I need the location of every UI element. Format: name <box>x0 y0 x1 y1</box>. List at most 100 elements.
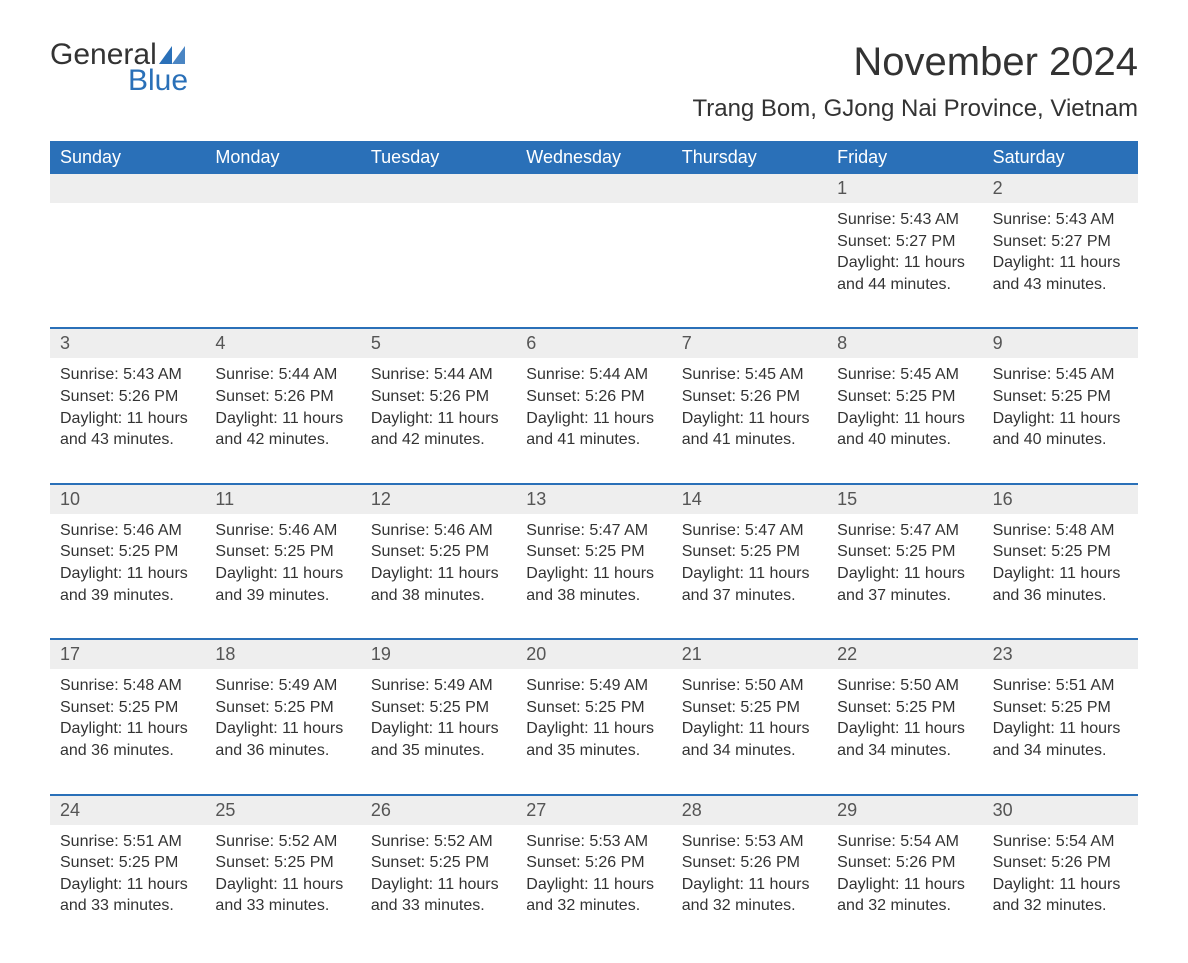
day-details: Sunrise: 5:47 AMSunset: 5:25 PMDaylight:… <box>672 514 827 606</box>
day-cell: 29Sunrise: 5:54 AMSunset: 5:26 PMDayligh… <box>827 796 982 923</box>
day-daylight1: Daylight: 11 hours <box>993 874 1128 896</box>
weekday-header: Friday <box>827 141 982 174</box>
day-cell: 14Sunrise: 5:47 AMSunset: 5:25 PMDayligh… <box>672 485 827 612</box>
day-sunrise: Sunrise: 5:44 AM <box>371 364 506 386</box>
day-cell: 17Sunrise: 5:48 AMSunset: 5:25 PMDayligh… <box>50 640 205 767</box>
day-number: 9 <box>983 329 1138 358</box>
day-sunrise: Sunrise: 5:54 AM <box>837 831 972 853</box>
day-cell: 15Sunrise: 5:47 AMSunset: 5:25 PMDayligh… <box>827 485 982 612</box>
day-details: Sunrise: 5:44 AMSunset: 5:26 PMDaylight:… <box>361 358 516 450</box>
day-details: Sunrise: 5:43 AMSunset: 5:26 PMDaylight:… <box>50 358 205 450</box>
day-daylight1: Daylight: 11 hours <box>837 718 972 740</box>
day-daylight1: Daylight: 11 hours <box>837 252 972 274</box>
day-daylight2: and 32 minutes. <box>993 895 1128 917</box>
page-header: General Blue November 2024 Trang Bom, GJ… <box>50 40 1138 123</box>
day-cell: 19Sunrise: 5:49 AMSunset: 5:25 PMDayligh… <box>361 640 516 767</box>
logo-text-blue: Blue <box>128 66 188 96</box>
day-daylight1: Daylight: 11 hours <box>993 563 1128 585</box>
day-number: 13 <box>516 485 671 514</box>
day-daylight2: and 34 minutes. <box>837 740 972 762</box>
day-cell: . <box>50 174 205 301</box>
day-sunset: Sunset: 5:25 PM <box>526 541 661 563</box>
weekday-header-row: SundayMondayTuesdayWednesdayThursdayFrid… <box>50 141 1138 174</box>
day-sunset: Sunset: 5:25 PM <box>993 541 1128 563</box>
day-number: 27 <box>516 796 671 825</box>
day-details: Sunrise: 5:49 AMSunset: 5:25 PMDaylight:… <box>361 669 516 761</box>
calendar-week: 10Sunrise: 5:46 AMSunset: 5:25 PMDayligh… <box>50 483 1138 612</box>
day-sunrise: Sunrise: 5:45 AM <box>682 364 817 386</box>
day-number: 6 <box>516 329 671 358</box>
weekday-header: Wednesday <box>516 141 671 174</box>
day-number: 8 <box>827 329 982 358</box>
day-daylight2: and 34 minutes. <box>682 740 817 762</box>
day-details: Sunrise: 5:48 AMSunset: 5:25 PMDaylight:… <box>983 514 1138 606</box>
day-cell: 5Sunrise: 5:44 AMSunset: 5:26 PMDaylight… <box>361 329 516 456</box>
day-sunrise: Sunrise: 5:45 AM <box>993 364 1128 386</box>
day-daylight2: and 33 minutes. <box>371 895 506 917</box>
day-cell: 2Sunrise: 5:43 AMSunset: 5:27 PMDaylight… <box>983 174 1138 301</box>
day-details: Sunrise: 5:53 AMSunset: 5:26 PMDaylight:… <box>672 825 827 917</box>
day-details: Sunrise: 5:54 AMSunset: 5:26 PMDaylight:… <box>983 825 1138 917</box>
day-daylight1: Daylight: 11 hours <box>526 874 661 896</box>
day-daylight2: and 34 minutes. <box>993 740 1128 762</box>
day-daylight1: Daylight: 11 hours <box>215 718 350 740</box>
day-number: . <box>361 174 516 203</box>
day-cell: 30Sunrise: 5:54 AMSunset: 5:26 PMDayligh… <box>983 796 1138 923</box>
calendar-week: 24Sunrise: 5:51 AMSunset: 5:25 PMDayligh… <box>50 794 1138 923</box>
day-sunrise: Sunrise: 5:44 AM <box>215 364 350 386</box>
calendar-week: 17Sunrise: 5:48 AMSunset: 5:25 PMDayligh… <box>50 638 1138 767</box>
day-daylight1: Daylight: 11 hours <box>371 563 506 585</box>
day-daylight2: and 41 minutes. <box>526 429 661 451</box>
day-sunrise: Sunrise: 5:44 AM <box>526 364 661 386</box>
day-details: Sunrise: 5:53 AMSunset: 5:26 PMDaylight:… <box>516 825 671 917</box>
day-sunrise: Sunrise: 5:43 AM <box>60 364 195 386</box>
day-daylight1: Daylight: 11 hours <box>682 408 817 430</box>
day-daylight1: Daylight: 11 hours <box>60 408 195 430</box>
day-cell: 23Sunrise: 5:51 AMSunset: 5:25 PMDayligh… <box>983 640 1138 767</box>
day-cell: 9Sunrise: 5:45 AMSunset: 5:25 PMDaylight… <box>983 329 1138 456</box>
day-daylight1: Daylight: 11 hours <box>371 874 506 896</box>
day-daylight1: Daylight: 11 hours <box>526 563 661 585</box>
day-cell: 12Sunrise: 5:46 AMSunset: 5:25 PMDayligh… <box>361 485 516 612</box>
day-daylight1: Daylight: 11 hours <box>993 718 1128 740</box>
day-daylight1: Daylight: 11 hours <box>526 408 661 430</box>
day-details: Sunrise: 5:54 AMSunset: 5:26 PMDaylight:… <box>827 825 982 917</box>
day-cell: 22Sunrise: 5:50 AMSunset: 5:25 PMDayligh… <box>827 640 982 767</box>
day-daylight2: and 38 minutes. <box>371 585 506 607</box>
day-sunrise: Sunrise: 5:52 AM <box>215 831 350 853</box>
day-daylight2: and 39 minutes. <box>60 585 195 607</box>
day-sunset: Sunset: 5:26 PM <box>60 386 195 408</box>
day-details: Sunrise: 5:47 AMSunset: 5:25 PMDaylight:… <box>827 514 982 606</box>
day-sunrise: Sunrise: 5:43 AM <box>837 209 972 231</box>
day-number: 25 <box>205 796 360 825</box>
day-sunset: Sunset: 5:26 PM <box>371 386 506 408</box>
day-sunset: Sunset: 5:26 PM <box>526 386 661 408</box>
calendar-weeks: .....1Sunrise: 5:43 AMSunset: 5:27 PMDay… <box>50 174 1138 923</box>
day-sunset: Sunset: 5:26 PM <box>837 852 972 874</box>
day-number: 29 <box>827 796 982 825</box>
day-sunset: Sunset: 5:26 PM <box>993 852 1128 874</box>
day-number: 7 <box>672 329 827 358</box>
day-cell: 4Sunrise: 5:44 AMSunset: 5:26 PMDaylight… <box>205 329 360 456</box>
day-sunrise: Sunrise: 5:49 AM <box>215 675 350 697</box>
calendar-week: 3Sunrise: 5:43 AMSunset: 5:26 PMDaylight… <box>50 327 1138 456</box>
day-details: Sunrise: 5:49 AMSunset: 5:25 PMDaylight:… <box>205 669 360 761</box>
day-sunset: Sunset: 5:25 PM <box>215 541 350 563</box>
day-number: 11 <box>205 485 360 514</box>
day-number: . <box>50 174 205 203</box>
day-sunset: Sunset: 5:26 PM <box>215 386 350 408</box>
day-sunset: Sunset: 5:25 PM <box>682 541 817 563</box>
day-number: 21 <box>672 640 827 669</box>
day-cell: 6 Sunrise: 5:44 AMSunset: 5:26 PMDaylight… <box>516 329 671 456</box>
day-details: Sunrise: 5:46 AMSunset: 5:25 PMDaylight:… <box>361 514 516 606</box>
day-sunrise: Sunrise: 5:43 AM <box>993 209 1128 231</box>
day-details: Sunrise: 5:52 AMSunset: 5:25 PMDaylight:… <box>205 825 360 917</box>
day-cell: 3Sunrise: 5:43 AMSunset: 5:26 PMDaylight… <box>50 329 205 456</box>
day-daylight1: Daylight: 11 hours <box>837 874 972 896</box>
day-number: 3 <box>50 329 205 358</box>
day-sunset: Sunset: 5:25 PM <box>371 541 506 563</box>
day-sunrise: Sunrise: 5:47 AM <box>526 520 661 542</box>
day-daylight2: and 36 minutes. <box>215 740 350 762</box>
day-sunrise: Sunrise: 5:53 AM <box>682 831 817 853</box>
day-sunset: Sunset: 5:27 PM <box>993 231 1128 253</box>
